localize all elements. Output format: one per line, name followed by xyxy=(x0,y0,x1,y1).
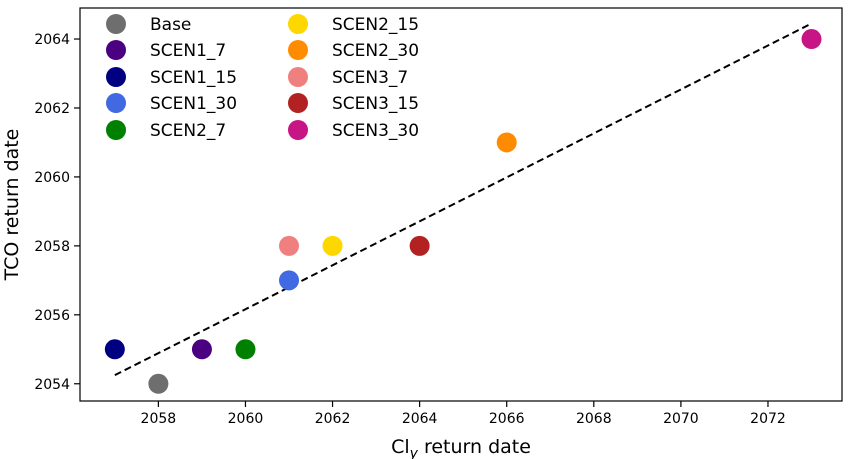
plot-frame xyxy=(79,7,843,402)
x-tick-label: 2060 xyxy=(228,411,264,427)
data-point-scen2-15 xyxy=(322,235,343,256)
y-tick-label: 2056 xyxy=(34,308,70,324)
legend-marker xyxy=(106,14,126,34)
x-tick-label: 2064 xyxy=(402,411,438,427)
legend-label: SCEN1_30 xyxy=(150,94,237,114)
legend-marker xyxy=(288,40,308,60)
data-point-scen1-15 xyxy=(104,339,125,360)
y-tick-label: 2058 xyxy=(34,239,70,255)
data-point-base xyxy=(148,373,169,394)
legend-marker xyxy=(288,120,308,140)
data-point-scen1-30 xyxy=(279,270,300,291)
x-tick-label: 2070 xyxy=(663,411,699,427)
plot-marks xyxy=(104,22,822,394)
legend: Base SCEN1_7 SCEN1_15 SCEN1_30 SCEN2_7 SCEN2_… xyxy=(106,14,419,141)
legend-marker xyxy=(106,120,126,140)
y-tick-label: 2054 xyxy=(34,377,70,393)
legend-marker xyxy=(106,67,126,87)
data-point-scen1-7 xyxy=(191,339,212,360)
legend-marker xyxy=(288,14,308,34)
legend-label: SCEN1_15 xyxy=(150,68,237,88)
data-point-scen3-15 xyxy=(409,235,430,256)
legend-label: SCEN3_15 xyxy=(332,94,419,114)
legend-label: SCEN2_15 xyxy=(332,15,419,35)
legend-marker xyxy=(288,67,308,87)
fit-line xyxy=(114,22,812,377)
x-axis-title-rest: return date xyxy=(418,436,531,458)
legend-label: Base xyxy=(150,15,191,35)
legend-marker xyxy=(106,93,126,113)
legend-label: SCEN2_30 xyxy=(332,41,419,61)
data-point-scen3-7 xyxy=(279,235,300,256)
data-point-scen3-30 xyxy=(801,29,822,50)
x-tick-label: 2066 xyxy=(489,411,525,427)
data-point-scen2-30 xyxy=(496,132,517,153)
y-tick-label: 2060 xyxy=(34,170,70,186)
x-tick-label: 2058 xyxy=(141,411,177,427)
legend-label: SCEN3_7 xyxy=(332,68,408,88)
x-axis-title-main: Cl xyxy=(391,436,410,458)
legend-label: SCEN3_30 xyxy=(332,121,419,141)
legend-label: SCEN2_7 xyxy=(150,121,226,141)
x-tick-label: 2068 xyxy=(576,411,612,427)
legend-marker xyxy=(288,93,308,113)
data-point-scen2-7 xyxy=(235,339,256,360)
y-tick-label: 2062 xyxy=(34,101,70,117)
legend-marker xyxy=(106,40,126,60)
x-tick-label: 2072 xyxy=(750,411,786,427)
legend-label: SCEN1_7 xyxy=(150,41,226,61)
x-axis-title: Cly return date xyxy=(391,436,531,459)
y-axis-title: TCO return date xyxy=(1,129,23,282)
y-axis-ticks: 2054 2056 2058 2060 2062 2064 xyxy=(34,32,80,393)
y-tick-label: 2064 xyxy=(34,32,70,48)
x-axis-title-subscript: y xyxy=(409,446,419,459)
x-tick-label: 2062 xyxy=(315,411,351,427)
x-axis-ticks: 2058 2060 2062 2064 2066 2068 2070 2072 xyxy=(141,401,786,427)
